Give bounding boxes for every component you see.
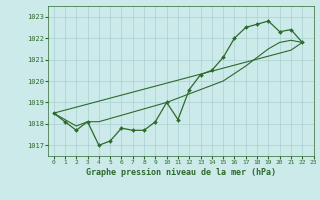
X-axis label: Graphe pression niveau de la mer (hPa): Graphe pression niveau de la mer (hPa) [86,168,276,177]
